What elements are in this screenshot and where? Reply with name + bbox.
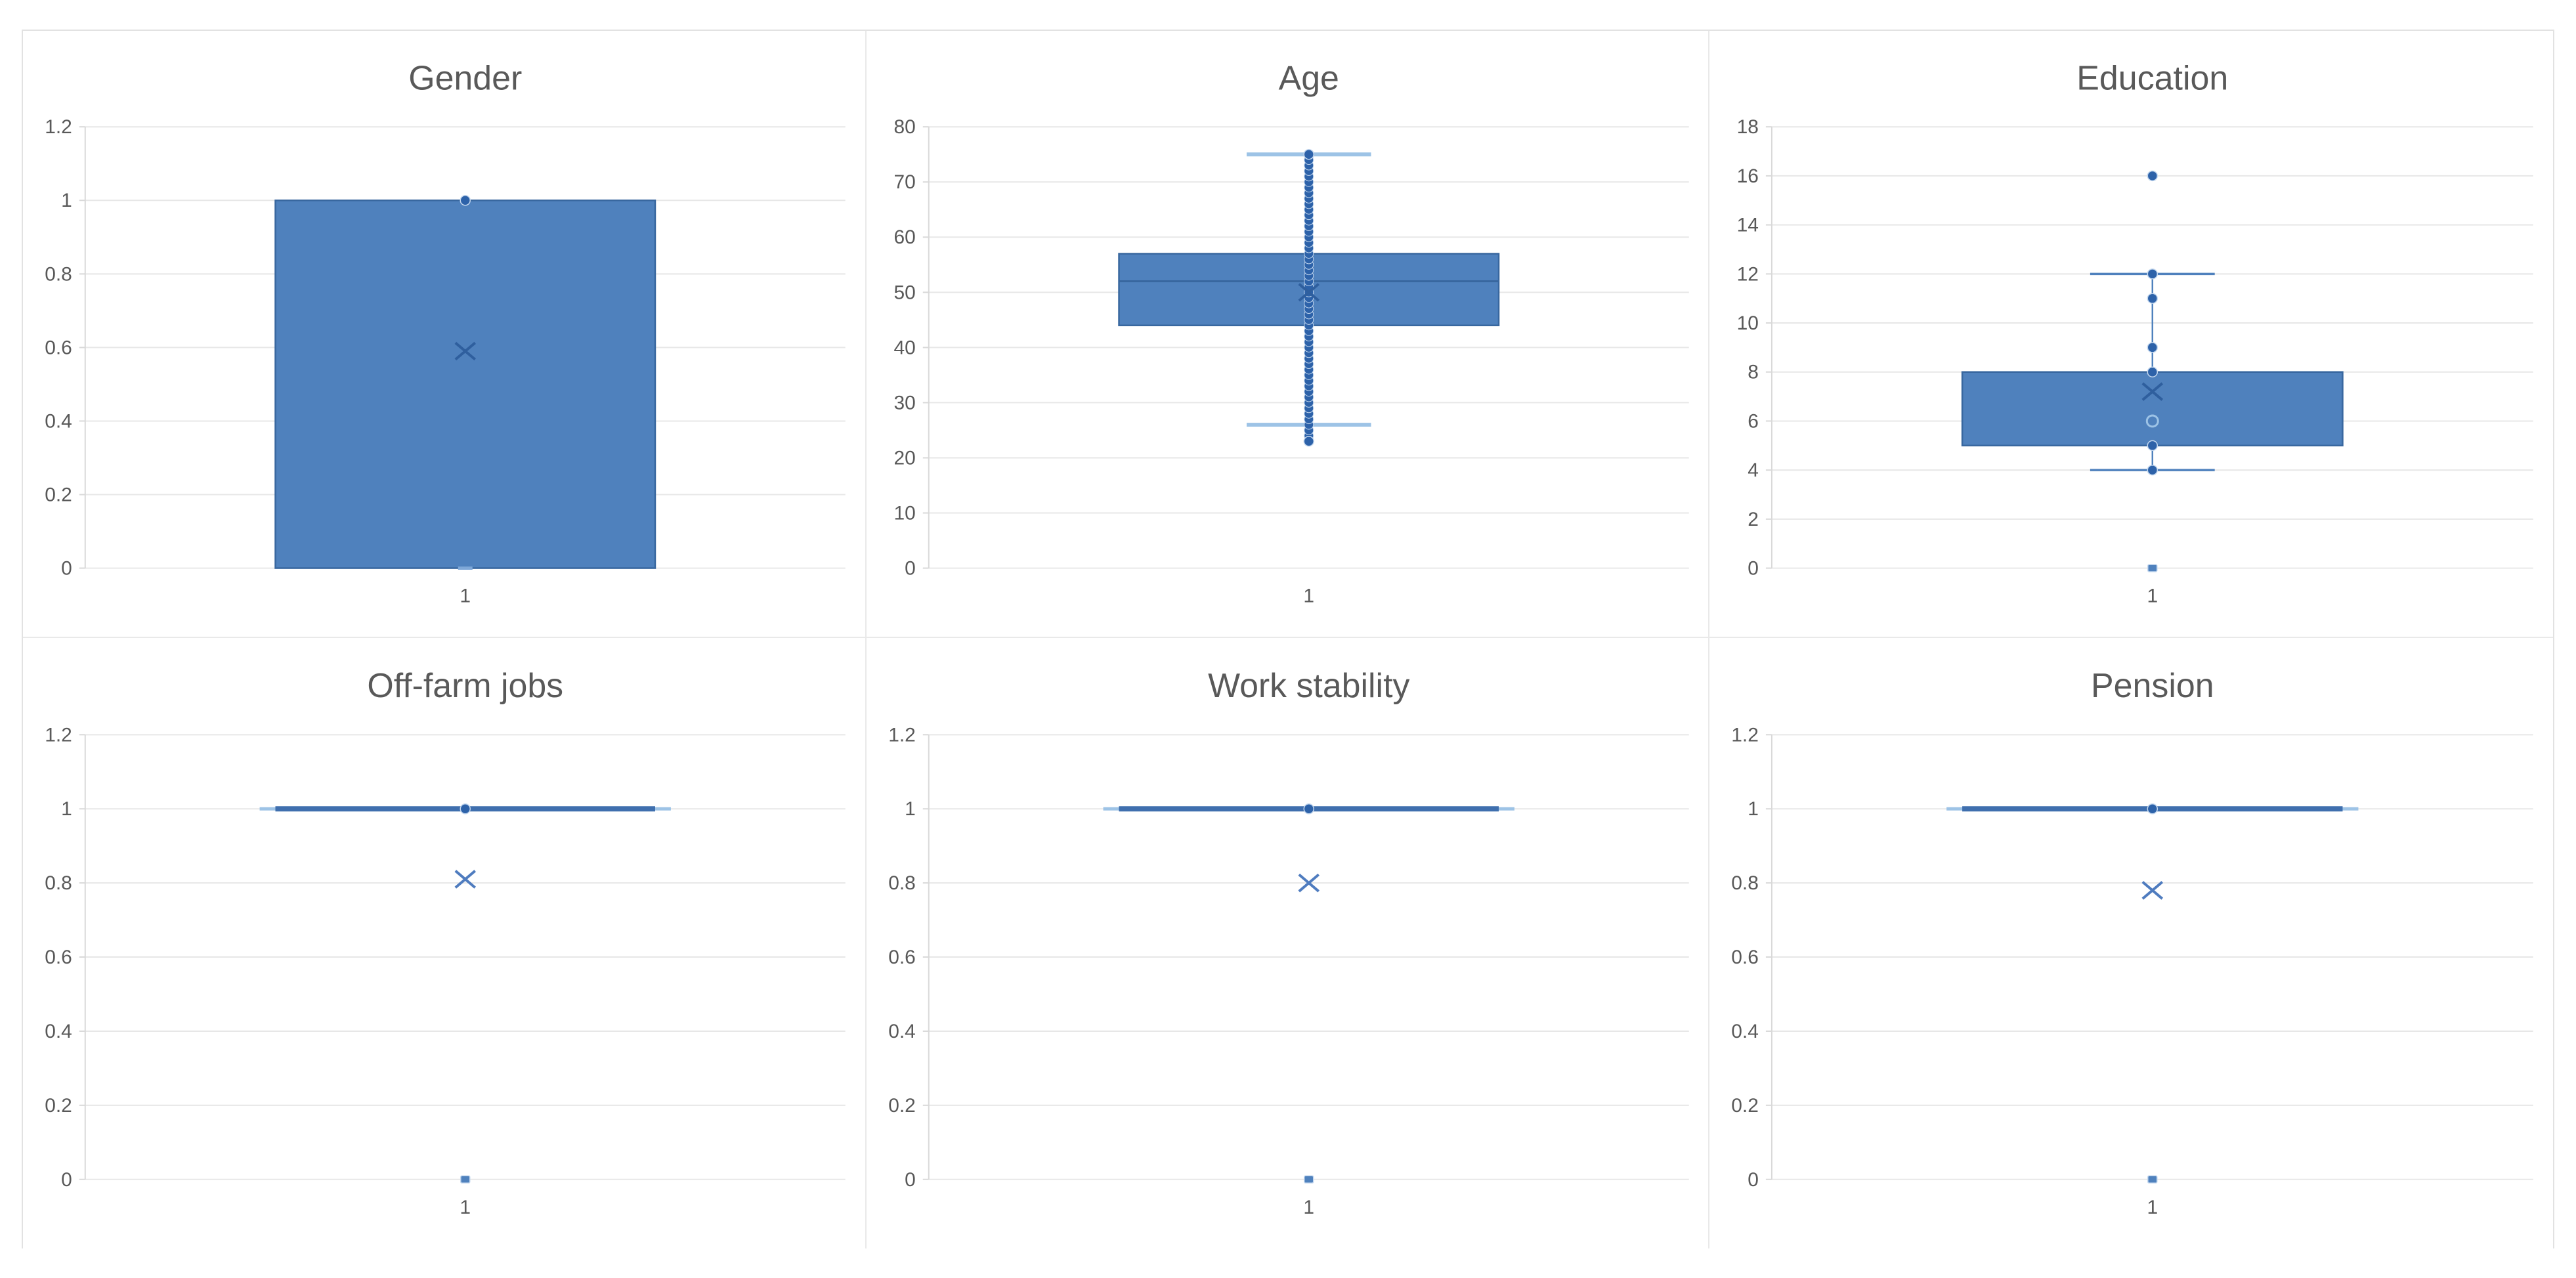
mean-marker: [1298, 283, 1320, 302]
chart-title: Education: [2077, 59, 2229, 97]
y-tick-label: 0.8: [888, 872, 916, 894]
y-tick-label: 0.6: [888, 947, 916, 968]
y-tick-label: 0.6: [45, 337, 72, 358]
y-tick-label: 2: [1748, 509, 1759, 530]
y-tick-label: 12: [1737, 263, 1759, 285]
data-point: [2147, 268, 2158, 280]
boxplot-grid: 0 0.2 0.4 0.6 0.8 1 1.2 Gender 1 0 10 20 30 40 50 60 70…: [22, 30, 2554, 1248]
x-tick-label: 1: [2147, 1197, 2158, 1218]
y-tick-label: 0.4: [45, 410, 72, 432]
y-tick-label: 1: [905, 798, 916, 820]
y-tick-label: 1: [1748, 798, 1759, 820]
data-point: [460, 803, 471, 815]
outlier-square: [1303, 1175, 1314, 1184]
data-point: [2147, 366, 2158, 377]
chart-title: Off-farm jobs: [367, 667, 563, 705]
chart-education: 0 2 4 6 8 10 12 14 16 18 Education 1: [1737, 59, 2534, 607]
ring-point: [2146, 414, 2160, 428]
y-tick-label: 0.8: [45, 263, 72, 285]
y-tick-label: 6: [1748, 410, 1759, 432]
chart-off-farm-jobs: 0 0.2 0.4 0.6 0.8 1 1.2 Off-farm jobs 1: [45, 667, 846, 1218]
y-tick-label: 1.2: [888, 724, 916, 746]
y-tick-label: 50: [893, 282, 915, 303]
chart-gender: 0 0.2 0.4 0.6 0.8 1 1.2 Gender 1: [45, 59, 846, 607]
y-tick-label: 40: [893, 337, 915, 358]
y-tick-label: 0.6: [1732, 947, 1759, 968]
x-tick-label: 1: [2147, 585, 2158, 607]
y-tick-label: 60: [893, 226, 915, 248]
y-tick-label: 0.6: [45, 947, 72, 968]
y-tick-label: 0.2: [888, 1095, 916, 1117]
y-tick-label: 0: [61, 558, 72, 580]
y-tick-label: 0.2: [45, 484, 72, 505]
x-tick-label: 1: [460, 1197, 471, 1218]
outlier-square: [2147, 1175, 2158, 1184]
chart-title: Age: [1278, 59, 1339, 97]
y-tick-label: 70: [893, 171, 915, 193]
y-tick-label: 0: [61, 1169, 72, 1191]
y-tick-label: 10: [893, 503, 915, 524]
panel-pension: 0 0.2 0.4 0.6 0.8 1 1.2 Pension 1: [1709, 638, 2553, 1248]
chart-pension: 0 0.2 0.4 0.6 0.8 1 1.2 Pension 1: [1732, 667, 2534, 1218]
panel-work-stability: 0 0.2 0.4 0.6 0.8 1 1.2 Work stability 1: [866, 638, 1710, 1248]
y-tick-label: 10: [1737, 312, 1759, 334]
data-point: [1303, 436, 1314, 447]
y-tick-label: 1: [61, 190, 72, 211]
outlier-square: [460, 1175, 471, 1184]
y-tick-label: 0.4: [45, 1021, 72, 1042]
box: [1962, 371, 2344, 447]
data-point: [2147, 440, 2158, 452]
data-point: [1303, 149, 1314, 160]
y-tick-label: 0.2: [1732, 1095, 1759, 1117]
data-point: [2147, 342, 2158, 353]
y-tick-label: 0: [1748, 1169, 1759, 1191]
mean-marker: [454, 341, 476, 361]
y-tick-label: 1.2: [1732, 724, 1759, 746]
x-tick-label: 1: [1303, 585, 1314, 607]
outlier-square: [2147, 564, 2158, 572]
data-point: [1303, 803, 1314, 815]
y-tick-label: 0.4: [1732, 1021, 1759, 1042]
panel-education: 0 2 4 6 8 10 12 14 16 18 Education 1: [1709, 31, 2553, 638]
mean-marker: [454, 870, 476, 889]
data-point: [2147, 803, 2158, 815]
y-tick-label: 1.2: [45, 724, 72, 746]
data-point: [460, 195, 471, 206]
panel-gender: 0 0.2 0.4 0.6 0.8 1 1.2 Gender 1: [23, 31, 867, 638]
x-tick-label: 1: [1303, 1197, 1314, 1218]
data-point: [2147, 464, 2158, 476]
y-tick-label: 20: [893, 447, 915, 469]
chart-age: 0 10 20 30 40 50 60 70 80 Age 1: [893, 59, 1689, 607]
mean-marker: [2141, 382, 2164, 401]
y-tick-label: 0.4: [888, 1021, 916, 1042]
y-tick-label: 0.8: [45, 872, 72, 894]
y-tick-label: 0: [1748, 558, 1759, 580]
chart-title: Pension: [2091, 667, 2214, 705]
y-tick-label: 0.2: [45, 1095, 72, 1117]
panel-age: 0 10 20 30 40 50 60 70 80 Age 1: [866, 31, 1710, 638]
x-tick-label: 1: [460, 585, 471, 607]
data-point: [2147, 293, 2158, 304]
chart-work-stability: 0 0.2 0.4 0.6 0.8 1 1.2 Work stability 1: [888, 667, 1689, 1218]
y-tick-label: 0: [905, 558, 916, 580]
box: [274, 200, 656, 569]
y-tick-label: 80: [893, 116, 915, 138]
panel-off-farm-jobs: 0 0.2 0.4 0.6 0.8 1 1.2 Off-farm jobs 1: [23, 638, 867, 1248]
chart-title: Work stability: [1208, 667, 1409, 705]
y-tick-label: 18: [1737, 116, 1759, 138]
y-tick-label: 8: [1748, 362, 1759, 383]
y-tick-label: 1: [61, 798, 72, 820]
data-point: [2147, 170, 2158, 182]
y-tick-label: 16: [1737, 165, 1759, 187]
chart-title: Gender: [408, 59, 522, 97]
y-tick-label: 1.2: [45, 116, 72, 138]
y-tick-label: 0.8: [1732, 872, 1759, 894]
mean-marker: [1298, 873, 1320, 893]
y-tick-label: 30: [893, 392, 915, 414]
y-tick-label: 4: [1748, 459, 1759, 481]
y-tick-label: 0: [905, 1169, 916, 1191]
y-tick-label: 14: [1737, 215, 1759, 236]
mean-marker: [2141, 881, 2164, 900]
